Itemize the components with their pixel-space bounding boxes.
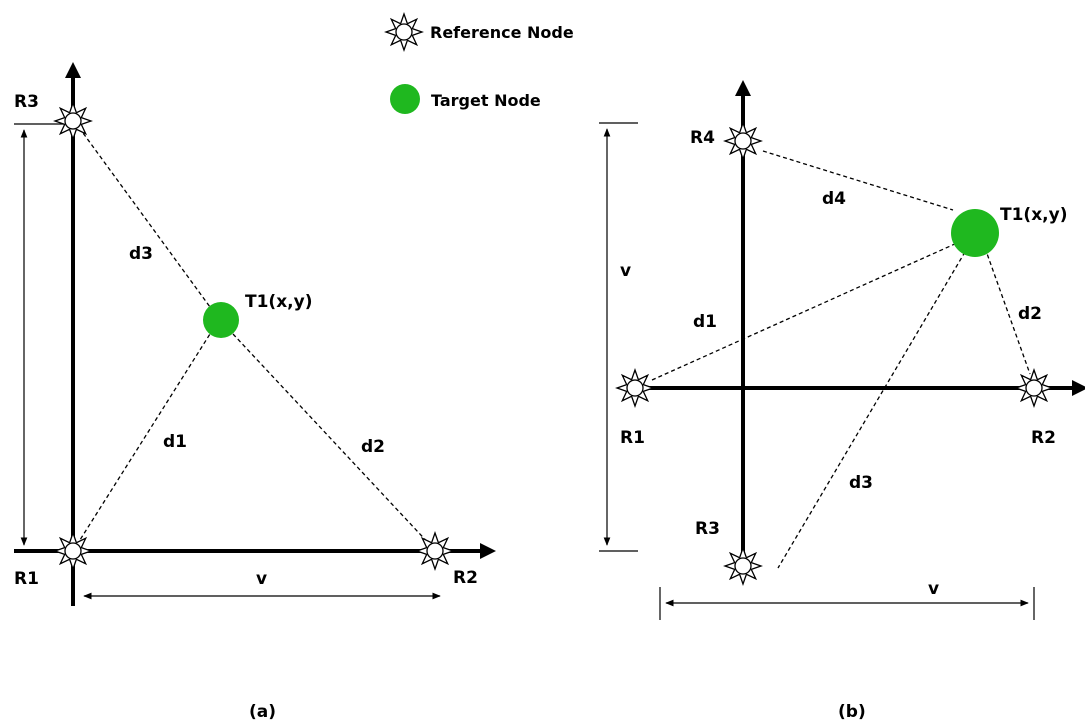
a-label-target: T1(x,y) [245,292,312,312]
diagram-a: v R3 R1 R2 T1(x,y) d3 d1 d2 (a) [14,62,496,722]
a-reference-node-r2 [415,531,455,571]
b-reference-node-r2 [1014,368,1054,408]
a-label-d1: d1 [163,432,187,452]
b-horizontal-dimension-label: v [928,579,939,599]
b-distance-line-d4 [762,150,954,211]
a-label-r2: R2 [453,568,478,588]
b-label-r1: R1 [620,428,645,448]
a-reference-node-r1 [53,531,93,571]
b-label-d4: d4 [822,189,846,209]
b-label-d1: d1 [693,312,717,332]
a-dimension-label: v [256,569,267,589]
b-distance-line-d2 [984,247,1031,375]
b-target-node [951,209,999,257]
b-distance-line-d3 [777,251,966,569]
diagram-b: v v R4 T1(x,y) d4 [599,80,1085,722]
a-label-d2: d2 [361,437,385,457]
a-reference-node-r3 [53,101,93,141]
b-label-d3: d3 [849,473,873,493]
legend-reference-label: Reference Node [430,23,574,42]
a-caption: (a) [249,702,276,722]
legend-target-node-icon [390,84,420,114]
b-label-target: T1(x,y) [1000,205,1067,225]
b-label-r4: R4 [690,128,715,148]
b-caption: (b) [838,702,866,722]
b-vertical-dimension-label: v [620,261,631,281]
b-reference-node-r4 [723,121,763,161]
legend-target-label: Target Node [431,91,541,110]
b-reference-node-r1 [615,368,655,408]
b-label-r3: R3 [695,519,720,539]
legend-reference-node-icon [384,12,424,52]
a-distance-line-d3 [74,121,211,308]
b-reference-node-r3 [723,546,763,586]
a-label-r3: R3 [14,92,39,112]
a-label-d3: d3 [129,244,153,264]
legend: Reference Node Target Node [384,12,574,114]
a-label-r1: R1 [14,569,39,589]
a-distance-line-d1 [72,333,211,552]
b-label-d2: d2 [1018,304,1042,324]
a-distance-line-d2 [232,333,434,549]
b-label-r2: R2 [1031,428,1056,448]
a-target-node [203,302,239,338]
